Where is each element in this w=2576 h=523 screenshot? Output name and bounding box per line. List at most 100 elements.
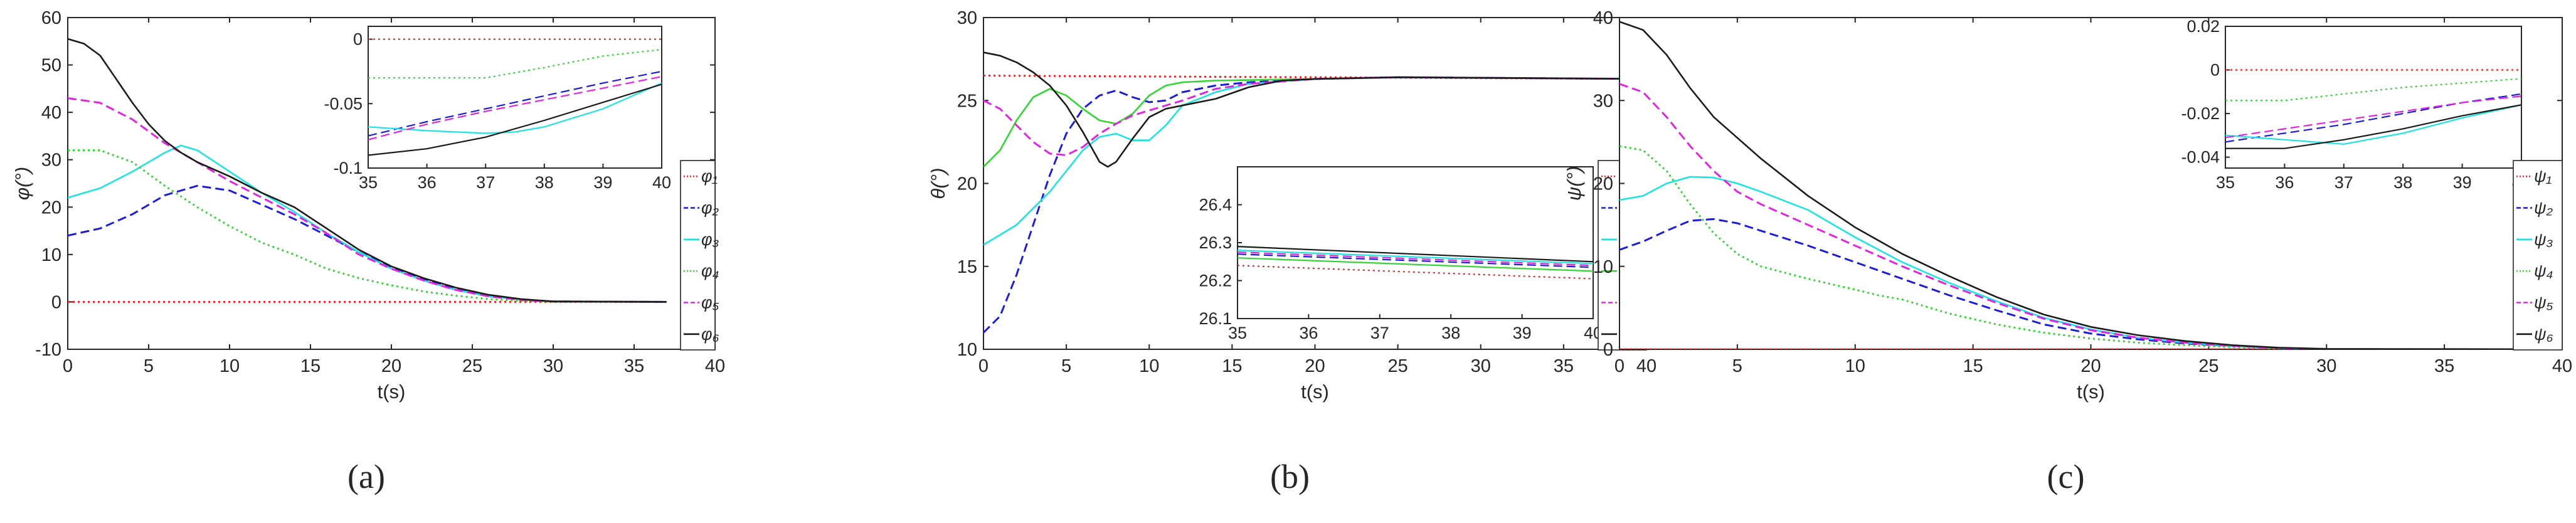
y-tick-label: 20 (41, 198, 61, 218)
inset-series-line-3 (2225, 104, 2521, 145)
inset-series-line-2 (1238, 253, 1593, 268)
y-tick-label: 30 (957, 8, 977, 28)
y-tick-label: 15 (957, 257, 977, 277)
x-tick-label: 40 (1636, 356, 1656, 376)
inset-y-tick-label: 0 (353, 30, 363, 49)
series-line-4 (1619, 145, 2562, 349)
y-tick-label: 0 (51, 292, 61, 312)
y-tick-label: 10 (957, 340, 977, 360)
x-tick-label: 0 (978, 356, 989, 376)
series-group (983, 51, 1646, 334)
legend-label: ψ₂ (2534, 199, 2553, 218)
inset-series-line-3 (368, 82, 662, 134)
legend-label: ψ₄ (2534, 262, 2553, 280)
series-line-6 (1619, 21, 2562, 349)
y-tick-label: 40 (1593, 8, 1613, 28)
series-line-2 (1619, 218, 2562, 349)
legend-label: ψ₁ (2534, 167, 2552, 186)
y-tick-label: 0 (1603, 340, 1613, 360)
y-tick-label: 10 (1593, 257, 1613, 277)
x-tick-label: 25 (462, 356, 482, 376)
inset-x-tick-label: 39 (593, 173, 612, 192)
y-tick-label: 30 (41, 151, 61, 171)
inset-x-tick-label: 37 (476, 173, 495, 192)
legend-label: φ₄ (701, 262, 719, 280)
legend-label: φ₂ (701, 199, 719, 218)
x-tick-label: 20 (381, 356, 401, 376)
inset-series-line-2 (2225, 93, 2521, 143)
x-tick-label: 35 (624, 356, 644, 376)
x-tick-label: 30 (543, 356, 563, 376)
inset-x-tick-label: 38 (2393, 173, 2412, 192)
chart-panel-2: 0 5 10 15 20 25 30 35 40 0 10 20 30 40 t(s) ψ(°) 35 36 37 3… (1563, 8, 2572, 495)
inset-x-tick-label: 35 (2216, 173, 2235, 192)
legend: ψ₁ ψ₂ ψ₃ ψ₄ ψ₅ ψ₆ (2513, 160, 2563, 351)
y-tick-label: 40 (41, 103, 61, 123)
series-line-6 (68, 38, 667, 303)
y-tick-label: -10 (35, 340, 61, 360)
series-group (68, 38, 667, 303)
legend: φ₁ φ₂ φ₃ φ₄ φ₅ φ₆ (680, 160, 719, 351)
x-tick-label: 10 (220, 356, 240, 376)
inset-x-tick-label: 36 (2275, 173, 2294, 192)
x-tick-label: 35 (2434, 356, 2454, 376)
x-tick-label: 25 (1387, 356, 1407, 376)
y-tick-label: 10 (41, 245, 61, 265)
inset-y-tick-label: -0.1 (333, 159, 363, 177)
x-tick-label: 20 (1305, 356, 1325, 376)
y-tick-label: 60 (41, 8, 61, 28)
inset-x-tick-label: 36 (1299, 324, 1318, 342)
x-axis-label: t(s) (1301, 381, 1329, 403)
x-tick-label: 10 (1845, 356, 1865, 376)
panel-caption: (c) (2047, 458, 2085, 495)
x-tick-label: 0 (63, 356, 73, 376)
inset-y-tick-label: 26.4 (1199, 196, 1232, 214)
inset-plot-area (1237, 166, 1594, 319)
inset-x-tick-label: 37 (1370, 324, 1389, 342)
x-tick-label: 15 (300, 356, 321, 376)
inset-x-tick-label: 37 (2335, 173, 2353, 192)
inset-x-tick-label: 38 (535, 173, 554, 192)
panel-caption: (b) (1270, 458, 1310, 495)
x-tick-label: 20 (2080, 356, 2101, 376)
inset-y-tick-label: -0.05 (324, 94, 363, 113)
series-line-2 (983, 76, 1646, 334)
x-tick-label: 5 (1061, 356, 1071, 376)
inset-series-line-2 (368, 70, 662, 137)
inset-series-line-6 (368, 83, 662, 156)
y-tick-label: 50 (41, 56, 61, 76)
inset-y-tick-label: -0.04 (2181, 148, 2220, 167)
legend-box (2513, 160, 2563, 351)
inset-series-line-3 (1238, 250, 1593, 265)
inset-series-group (368, 38, 662, 156)
y-axis-label: φ(°) (11, 167, 33, 200)
inset-series-line-5 (1238, 251, 1593, 267)
inset-x-tick-label: 35 (359, 173, 378, 192)
inset-plot-area (2225, 26, 2522, 169)
legend-label: φ₃ (701, 230, 719, 249)
x-tick-label: 15 (1963, 356, 1983, 376)
series-line-5 (68, 97, 667, 303)
y-tick-label: 30 (1593, 91, 1613, 111)
inset-plot-area (368, 26, 662, 169)
inset-series-line-4 (1238, 257, 1593, 272)
chart-panel-1: 0 5 10 15 20 25 30 35 40 10 15 20 25 30 t(s) θ(°) 35 36 37… (927, 8, 1656, 495)
y-axis-label: ψ(°) (1563, 166, 1585, 201)
x-tick-label: 40 (705, 356, 725, 376)
x-tick-label: 15 (1222, 356, 1242, 376)
legend-label: ψ₅ (2534, 293, 2553, 312)
inset-x-tick-label: 38 (1441, 324, 1460, 342)
inset-series-group (2225, 69, 2521, 149)
inset-x-tick-label: 39 (1513, 324, 1532, 342)
y-axis-label: θ(°) (927, 168, 949, 199)
legend-label: φ₅ (701, 293, 719, 312)
x-axis-label: t(s) (378, 381, 406, 403)
x-tick-label: 5 (144, 356, 154, 376)
inset-series-line-4 (368, 48, 662, 79)
inset-series-line-6 (1238, 246, 1593, 263)
legend-label: ψ₆ (2534, 325, 2553, 344)
x-tick-label: 25 (2198, 356, 2218, 376)
